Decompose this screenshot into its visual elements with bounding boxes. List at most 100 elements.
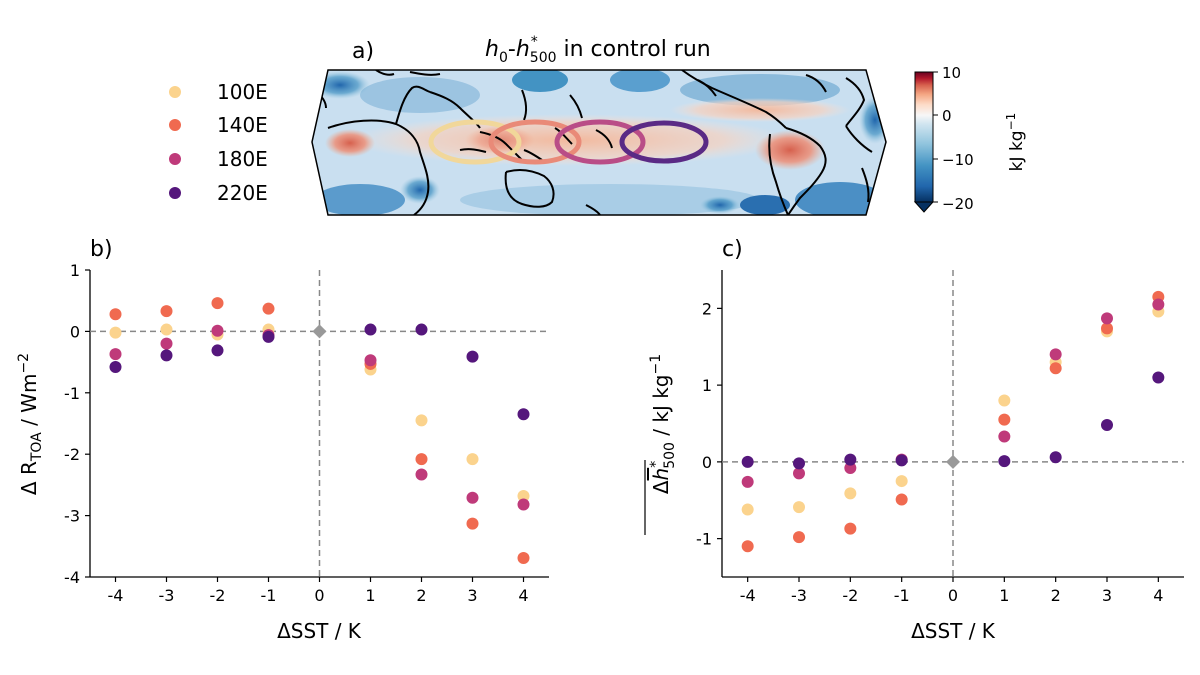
x-tick-label: 1 [999,586,1009,605]
point-220E [466,350,479,363]
point-140E [109,308,122,321]
legend-item-140E: 140E [169,113,268,137]
panel-c-label: c) [722,237,743,262]
legend-label: 140E [217,113,268,137]
ellipse-100E [428,119,522,165]
panel-c-xlabel: ΔSST / K [911,619,996,643]
y-tick-label: -1 [64,384,80,403]
point-220E [1049,451,1062,464]
x-tick-label: 3 [467,586,477,605]
point-220E [844,453,857,466]
legend-label: 180E [217,147,268,171]
point-140E [466,517,479,530]
y-tick-label: 0 [70,322,80,341]
point-220E [741,455,754,468]
colorbar-gradient [914,71,934,203]
colorbar-tick: 0 [942,107,952,125]
legend-marker [169,153,181,165]
point-100E [793,501,805,514]
y-tick-label: -1 [696,530,712,549]
point-140E [517,551,530,564]
x-tick-label: 4 [1153,586,1163,605]
origin-point [946,454,960,469]
panel-b-xlabel: ΔSST / K [277,619,362,643]
colorbar: 10 0 −10 −20 kJ kg−1 [913,64,1027,213]
map [312,70,886,215]
x-tick-label: 0 [314,586,324,605]
panel-a-title: h0-h* 500 in control run [485,34,711,66]
y-tick-label: -3 [64,507,80,526]
x-tick-label: -4 [740,586,756,605]
x-tick-label: 0 [948,586,958,605]
point-220E [415,323,428,336]
y-tick-label: 1 [70,261,80,280]
panel-b: b) Δ RTOA / Wm−2 ΔSST / K -4 -3 -2 -1 0 1 2 3 4 1… [16,237,549,643]
x-tick-label: 2 [416,586,426,605]
point-140E [895,493,908,506]
series-140E [741,290,1165,553]
panel-a: a) h0-h* 500 in control run [169,34,1027,216]
map-border [311,69,887,216]
ellipse-220E [619,120,709,164]
point-180E [1049,348,1062,361]
ellipse-180E [554,119,646,165]
point-180E [741,475,754,488]
legend: 100E 140E 180E 220E [169,80,268,205]
legend-marker [169,187,181,199]
point-180E [517,498,530,511]
origin-point [312,324,327,339]
point-220E [998,455,1011,468]
point-140E [844,522,857,535]
point-140E [1101,322,1113,335]
x-tick-label: -1 [894,586,910,605]
ellipse-140E [488,119,582,165]
coastlines [315,70,873,215]
legend-label: 220E [217,181,268,205]
panel-c-ylabel: Δh*500 / kJ kg−1 [648,354,678,494]
legend-item-220E: 220E [169,181,268,205]
point-220E [262,330,275,343]
legend-marker [169,119,181,131]
point-140E [415,453,428,466]
point-220E [211,344,224,357]
point-140E [160,305,173,318]
point-140E [741,540,754,553]
x-tick-label: -3 [159,586,175,605]
point-180E [1152,298,1165,311]
point-180E [793,467,805,480]
point-220E [1152,371,1165,384]
point-140E [1049,362,1062,375]
colorbar-extend-arrow [913,201,935,213]
point-180E [1101,312,1113,325]
point-180E [109,348,122,361]
panel-b-ylabel: Δ RTOA / Wm−2 [16,353,45,495]
point-100E [109,326,122,339]
point-100E [160,323,173,336]
point-140E [211,297,224,310]
colorbar-tick: −10 [942,151,974,169]
series-220E [109,323,530,421]
point-220E [793,457,805,470]
y-tick-label: -2 [64,445,80,464]
x-tick-label: 2 [1051,586,1061,605]
point-100E [998,394,1011,407]
legend-marker [169,86,181,98]
point-140E [793,531,805,544]
x-tick-label: -3 [791,586,807,605]
point-180E [844,462,857,475]
x-tick-label: -1 [261,586,277,605]
series-140E [109,297,530,564]
point-220E [895,454,908,467]
colorbar-tick: −20 [942,195,974,213]
point-100E [895,475,908,488]
point-220E [364,323,377,336]
x-tick-label: -4 [108,586,124,605]
x-tick-label: 3 [1102,586,1112,605]
point-100E [844,487,857,500]
point-180E [415,468,428,481]
point-180E [160,337,173,350]
point-140E [998,413,1011,426]
point-100E [741,503,754,516]
point-220E [1101,419,1113,432]
